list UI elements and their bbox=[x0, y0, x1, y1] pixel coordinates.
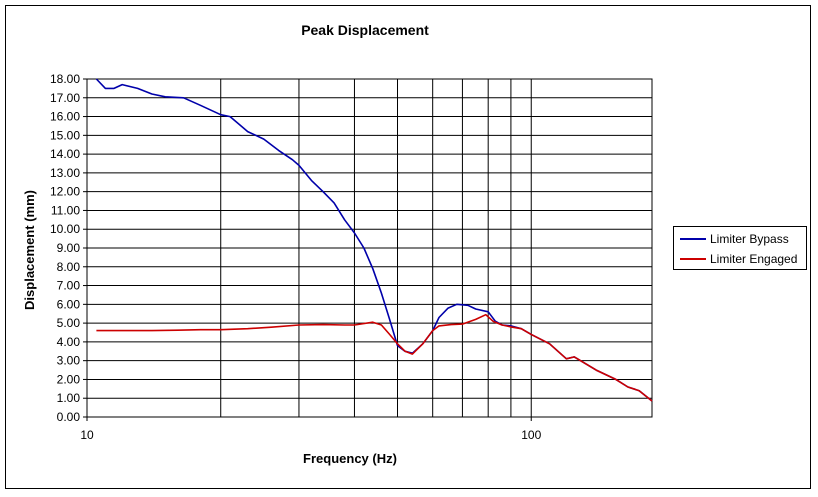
y-tick-label: 12.00 bbox=[50, 185, 80, 199]
horizontal-gridlines bbox=[87, 78, 652, 418]
vertical-gridlines bbox=[220, 79, 532, 417]
y-tick-label: 15.00 bbox=[50, 128, 80, 142]
y-tick-label: 7.00 bbox=[57, 279, 81, 293]
y-axis-label: Displacement (mm) bbox=[22, 190, 37, 310]
y-tick-label: 0.00 bbox=[57, 410, 81, 424]
y-tick-label: 18.00 bbox=[50, 72, 80, 86]
series-line-limiter-engaged bbox=[96, 313, 653, 402]
y-tick-label: 1.00 bbox=[57, 391, 81, 405]
y-axis-ticks: 0.00 1.00 2.00 3.00 4.00 5.00 6.00 7.00 8.00 9.00… bbox=[50, 72, 87, 424]
y-tick-label: 5.00 bbox=[57, 316, 81, 330]
y-tick-label: 2.00 bbox=[57, 372, 81, 386]
series-layer bbox=[95, 78, 653, 402]
y-tick-label: 9.00 bbox=[57, 241, 81, 255]
y-tick-label: 3.00 bbox=[57, 354, 81, 368]
y-tick-label: 16.00 bbox=[50, 110, 80, 124]
y-tick-label: 10.00 bbox=[50, 222, 80, 236]
legend-swatch-limiter-bypass bbox=[680, 238, 706, 240]
y-tick-label: 11.00 bbox=[51, 203, 80, 217]
x-axis-label: Frequency (Hz) bbox=[303, 451, 397, 466]
legend: Limiter Bypass Limiter Engaged bbox=[673, 226, 807, 270]
legend-item-limiter-bypass: Limiter Bypass bbox=[680, 230, 789, 248]
chart-title: Peak Displacement bbox=[301, 22, 429, 38]
y-tick-label: 6.00 bbox=[57, 297, 81, 311]
y-tick-label: 8.00 bbox=[57, 260, 81, 274]
legend-label-limiter-engaged: Limiter Engaged bbox=[710, 252, 798, 266]
x-tick-label: 10 bbox=[80, 428, 94, 442]
legend-swatch-limiter-engaged bbox=[680, 258, 706, 260]
x-tick-label: 100 bbox=[521, 428, 541, 442]
y-tick-label: 17.00 bbox=[50, 91, 80, 105]
legend-label-limiter-bypass: Limiter Bypass bbox=[710, 232, 789, 246]
x-axis-ticks: 10 100 bbox=[80, 417, 542, 442]
y-tick-label: 13.00 bbox=[50, 166, 80, 180]
y-tick-label: 14.00 bbox=[50, 147, 80, 161]
plot-area bbox=[86, 78, 653, 418]
legend-item-limiter-engaged: Limiter Engaged bbox=[680, 250, 797, 268]
y-tick-label: 4.00 bbox=[57, 335, 81, 349]
